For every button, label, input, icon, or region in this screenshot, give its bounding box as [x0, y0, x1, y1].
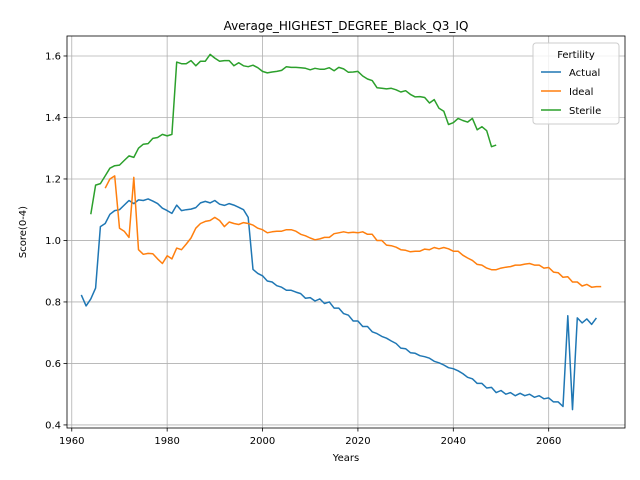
y-tick-label: 0.6 — [45, 359, 61, 370]
y-tick-label: 0.8 — [45, 297, 61, 308]
x-tick-label: 2000 — [250, 436, 275, 447]
chart-title: Average_HIGHEST_DEGREE_Black_Q3_IQ — [224, 19, 469, 33]
series-line-actual — [80, 198, 598, 411]
legend-box — [532, 42, 620, 125]
series-line-sterile — [90, 53, 497, 215]
x-tick-label: 1980 — [154, 436, 179, 447]
legend-title: Fertility — [557, 50, 595, 61]
y-axis-title: Score(0-4) — [18, 206, 29, 258]
series-layer — [80, 53, 602, 411]
y-tick-label: 0.4 — [45, 420, 61, 431]
y-tick-label: 1.2 — [45, 174, 61, 185]
series-line-ideal — [104, 175, 602, 288]
x-tick-label: 2040 — [441, 436, 466, 447]
x-tick-label: 2020 — [345, 436, 370, 447]
x-tick-label: 1960 — [59, 436, 84, 447]
y-tick-label: 1.6 — [45, 51, 61, 62]
grid-lines — [67, 36, 625, 428]
legend-label-actual: Actual — [569, 68, 600, 79]
x-tick-label: 2060 — [536, 436, 561, 447]
legend-label-sterile: Sterile — [569, 106, 601, 117]
plot-frame — [66, 35, 626, 429]
axis-ticks: 1960 1980 2000 2020 2040 2060 0.4 0.6 0.8 1.0 1.2 1… — [45, 51, 561, 447]
y-tick-label: 1.0 — [45, 236, 61, 247]
x-axis-title: Years — [332, 453, 359, 464]
y-tick-label: 1.4 — [45, 113, 61, 124]
legend-label-ideal: Ideal — [569, 87, 593, 98]
legend: Fertility Actual Ideal Sterile — [532, 42, 620, 125]
